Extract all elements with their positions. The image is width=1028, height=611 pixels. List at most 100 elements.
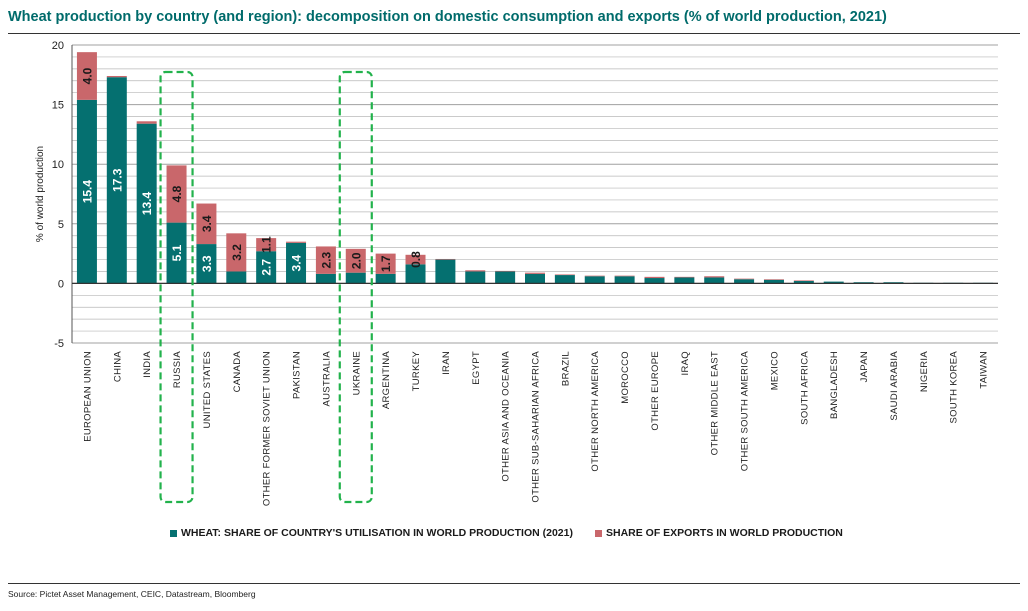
bar-consumption [554, 275, 575, 284]
bar-consumption [763, 279, 784, 284]
bar-exports [704, 276, 725, 278]
bar-exports [256, 238, 277, 252]
x-category-label: UKRAINE [351, 351, 362, 395]
legend-swatch-exports [595, 529, 602, 537]
bar-consumption [525, 273, 545, 284]
bar-consumption [166, 222, 187, 284]
x-category-label: OTHER NORTH AMERICA [590, 351, 601, 472]
x-category-label: BANGLADESH [829, 351, 840, 419]
bar-consumption [495, 271, 516, 284]
bar-consumption [584, 276, 605, 284]
y-tick-label: 5 [58, 219, 64, 231]
data-label-exports: 2.3 [319, 251, 333, 268]
bar-exports [76, 52, 97, 100]
highlight-box [159, 70, 194, 504]
x-category-label: RUSSIA [172, 351, 183, 389]
data-label-exports: 2.0 [349, 252, 363, 269]
x-category-label: MOROCCO [620, 351, 631, 404]
y-tick-label: -5 [54, 338, 64, 350]
bar-exports [435, 258, 456, 260]
x-category-label: BRAZIL [560, 351, 571, 386]
data-label-consumption: 13.4 [140, 192, 154, 216]
x-category-label: TAIWAN [979, 351, 990, 389]
bar-exports [614, 275, 635, 277]
bar-consumption [465, 271, 486, 284]
bar-consumption [823, 281, 844, 284]
bar-exports [734, 278, 755, 280]
bar-consumption [435, 259, 456, 284]
bar-consumption [196, 244, 217, 284]
y-tick-label: 0 [58, 278, 64, 290]
x-category-label: MEXICO [769, 351, 780, 390]
y-tick-label: 20 [52, 40, 64, 52]
bar-consumption [614, 276, 635, 284]
highlight-box [338, 70, 373, 504]
x-category-label: ARGENTINA [381, 351, 392, 409]
bar-consumption [644, 278, 665, 284]
x-category-label: SOUTH AFRICA [799, 351, 810, 425]
bar-exports [554, 274, 575, 276]
data-label-consumption: 17.3 [110, 168, 124, 192]
bar-exports [495, 270, 516, 272]
x-category-label: CANADA [232, 351, 243, 393]
bar-consumption [226, 271, 247, 284]
bar-exports [166, 165, 187, 223]
legend-item-exports: SHARE OF EXPORTS IN WORLD PRODUCTION [595, 527, 843, 539]
x-category-label: JAPAN [859, 351, 870, 382]
legend-swatch-consumption [170, 529, 177, 537]
bar-consumption [704, 277, 725, 284]
bar-exports [106, 75, 127, 78]
title-rule [8, 33, 1020, 34]
bar-exports [465, 270, 486, 272]
legend-item-consumption: WHEAT: SHARE OF COUNTRY'S UTILISATION IN… [170, 527, 573, 539]
bar-exports [196, 203, 217, 245]
bar-exports [793, 280, 814, 282]
legend-label-consumption: WHEAT: SHARE OF COUNTRY'S UTILISATION IN… [181, 527, 573, 539]
bar-consumption [405, 264, 426, 284]
legend-label-exports: SHARE OF EXPORTS IN WORLD PRODUCTION [606, 527, 843, 539]
x-category-label: OTHER MIDDLE EAST [710, 351, 721, 455]
bar-exports [375, 253, 396, 274]
x-category-label: UNITED STATES [202, 351, 213, 428]
x-category-label: IRAQ [680, 351, 691, 375]
bar-exports [226, 233, 247, 272]
stacked-bar-chart: -5 0 5 10 15 20 % of world production 15.4 4.0 EU… [35, 40, 998, 506]
bar-exports [315, 246, 336, 274]
bar-exports [674, 276, 695, 278]
bar-consumption [315, 273, 336, 284]
x-category-label: AUSTRALIA [321, 351, 332, 407]
y-tick-label: 15 [52, 100, 64, 112]
bar-consumption [674, 277, 695, 284]
bar-exports [763, 279, 784, 280]
bar-consumption [734, 279, 755, 284]
data-label-exports: 3.4 [200, 215, 214, 232]
data-label-exports: 1.7 [379, 255, 393, 272]
source-note: Source: Pictet Asset Management, CEIC, D… [8, 589, 256, 599]
x-category-label: OTHER FORMER SOVIET UNION [262, 351, 273, 506]
bar-consumption [106, 77, 127, 284]
data-label-consumption: 3.3 [200, 255, 214, 272]
bar-exports [405, 254, 426, 265]
bar-consumption [256, 251, 277, 284]
bar-exports [584, 275, 605, 277]
data-label-consumption: 3.4 [290, 254, 304, 271]
x-category-label: PAKISTAN [292, 351, 303, 399]
data-label-exports: 3.2 [230, 244, 244, 261]
data-label-exports: 4.8 [170, 185, 184, 202]
chart-title: Wheat production by country (and region)… [8, 9, 887, 25]
x-category-label: CHINA [112, 351, 123, 382]
bar-consumption [286, 242, 307, 284]
x-category-label: TURKEY [411, 351, 422, 392]
x-category-label: EGYPT [471, 351, 482, 385]
data-label-consumption: 2.7 [260, 259, 274, 276]
bar-exports [136, 121, 157, 124]
data-label-exports: 0.8 [409, 251, 423, 268]
data-label-exports: 1.1 [260, 236, 274, 253]
x-category-label: EUROPEAN UNION [82, 351, 93, 442]
x-category-label: OTHER ASIA AND OCEANIA [501, 351, 512, 482]
x-category-label: INDIA [142, 351, 153, 378]
bar-consumption [76, 99, 97, 284]
y-tick-label: 10 [52, 159, 64, 171]
bar-exports [286, 241, 307, 243]
bar-exports [644, 276, 665, 279]
